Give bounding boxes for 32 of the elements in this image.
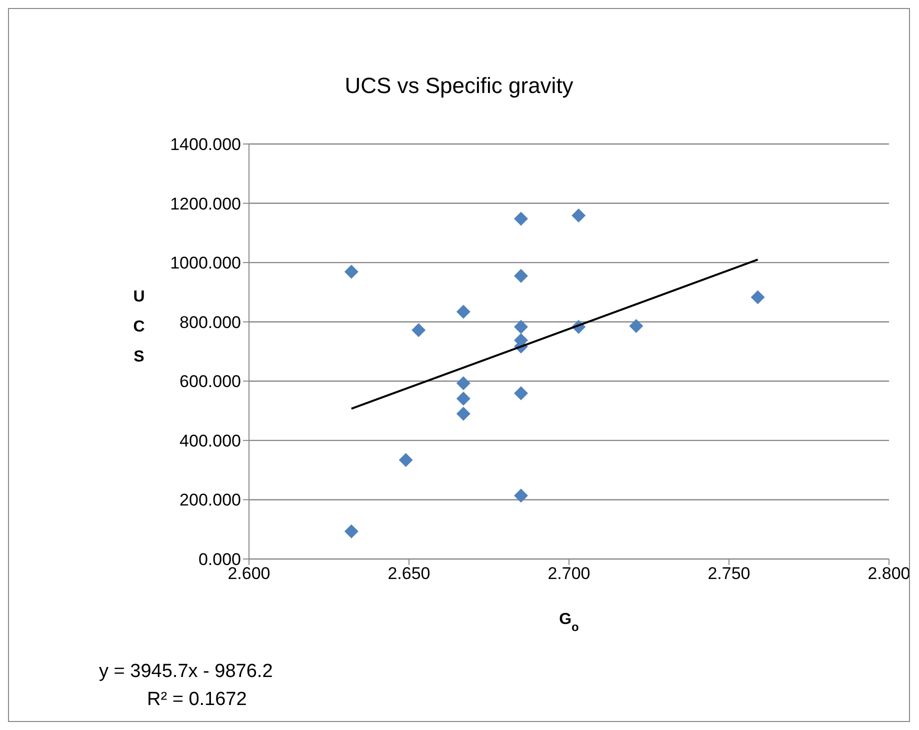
x-tick-label: 2.650	[388, 564, 430, 584]
point	[456, 406, 470, 421]
point	[344, 264, 358, 279]
point	[456, 392, 470, 406]
chart-title: UCS vs Specific gravity	[344, 73, 574, 99]
point	[412, 323, 426, 338]
y-tick-label: 600.000	[180, 372, 241, 392]
y-tick-label: 800.000	[180, 312, 241, 332]
point	[514, 268, 528, 283]
y-tick-label: 1200.000	[170, 194, 241, 214]
x-axis-title: G$_{o}$	[559, 611, 579, 634]
point	[344, 524, 358, 538]
point	[514, 386, 528, 400]
point	[572, 208, 586, 222]
text: y = 3945.7x - 9876.2	[99, 661, 273, 683]
point	[514, 488, 528, 503]
point	[514, 320, 528, 334]
y-axis-title: UCS	[133, 288, 146, 366]
y-tick-label: 1400.000	[170, 135, 241, 154]
point	[456, 304, 470, 319]
point	[456, 376, 470, 390]
y-tick-label: 200.000	[180, 490, 241, 510]
x-tick-label: 2.700	[548, 564, 590, 584]
x-tick-label: 2.600	[228, 564, 270, 584]
point	[750, 290, 765, 304]
point	[398, 452, 413, 467]
text: R² = 0.1672	[147, 689, 247, 711]
y-tick-label: 400.000	[180, 431, 241, 450]
y-tick-label: 1000.000	[170, 254, 241, 273]
point	[629, 319, 644, 334]
point	[514, 212, 528, 226]
x-tick-label: 2.750	[708, 564, 750, 584]
